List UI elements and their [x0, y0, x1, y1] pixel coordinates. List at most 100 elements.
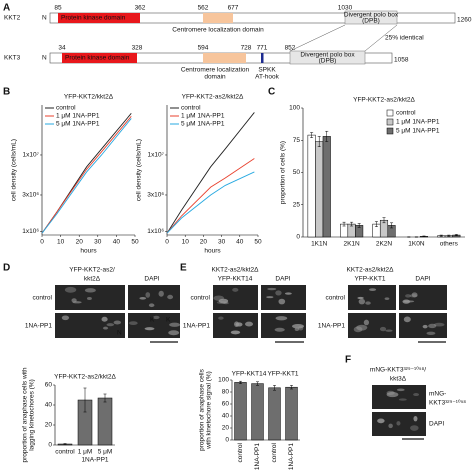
x-tick-label: 40	[113, 239, 121, 246]
residue-number: 677	[228, 5, 239, 12]
error-bar	[342, 221, 346, 227]
y-tick-label: 20	[222, 425, 230, 432]
error-bar	[407, 236, 411, 238]
cell-signal	[357, 296, 364, 300]
y-tick-label: 75	[293, 137, 301, 144]
error-bar	[290, 385, 293, 390]
row-label: DAPI	[429, 421, 444, 428]
legend-swatch	[386, 118, 394, 126]
y-tick-label: 3x10⁶	[22, 192, 39, 199]
domain-label: Divergent polo box	[344, 12, 399, 19]
micrograph	[348, 313, 396, 338]
cell-signal	[298, 325, 304, 331]
row-label: mNG-	[429, 391, 446, 398]
legend-label: 1 μM 1NA-PP1	[56, 113, 100, 120]
protein-bar	[49, 12, 456, 24]
panel-label: C	[268, 87, 275, 98]
row-label: KKT3³²⁹⁻¹⁰⁵⁸	[429, 399, 466, 407]
error-bar	[390, 222, 394, 229]
residue-number: 34	[58, 45, 66, 52]
scale-bars	[150, 341, 446, 440]
residue-number: 1030	[338, 5, 353, 12]
cell-signal	[267, 287, 277, 291]
x-tick-label: 2K2N	[376, 241, 393, 248]
cell-signal	[292, 323, 304, 329]
y-tick-label: 1x10⁶	[147, 228, 164, 235]
legend-swatch	[386, 109, 394, 117]
residue-number: 362	[135, 5, 146, 12]
protein-name: KKT3	[4, 55, 21, 62]
cell-signal	[158, 290, 164, 297]
y-tick-label: 1x10⁷	[23, 152, 40, 159]
cell-signal	[144, 327, 155, 331]
error-bar	[414, 236, 418, 238]
residue-number: 562	[198, 5, 209, 12]
cell-signal	[403, 300, 415, 303]
micrograph	[372, 385, 426, 409]
error-bar	[439, 234, 443, 237]
error-bar	[382, 217, 386, 224]
panel-label: B	[3, 87, 10, 98]
cell-signal	[358, 298, 366, 305]
y-tick-label: 0	[225, 437, 229, 444]
row-label: 1NA-PP1	[183, 323, 210, 330]
cell-signal	[413, 415, 418, 422]
cell-signal	[422, 324, 428, 329]
cell-signal	[379, 326, 387, 332]
domain-label: Centromere localization	[181, 67, 250, 74]
cell-signal	[128, 321, 138, 325]
series-line	[41, 118, 132, 234]
cell-signal	[386, 391, 399, 398]
x-tick-label: 10	[182, 239, 190, 246]
header: KKT2-as2/kkt2Δ	[212, 267, 260, 274]
bar	[322, 136, 331, 238]
header: YFP-KKT2-as2/	[69, 267, 115, 274]
residue-number: 771	[257, 45, 268, 52]
cell-signal	[405, 294, 411, 298]
chart-title: YFP-KKT2/kkt2Δ	[64, 94, 114, 101]
y-axis-label: with kinetochore signal (%)	[206, 371, 213, 450]
residue-number: 85	[54, 5, 62, 12]
y-tick-label: 1x10⁷	[148, 152, 165, 159]
protein-name: KKT2	[4, 15, 21, 22]
bar	[268, 387, 281, 441]
cell-signal	[368, 288, 377, 291]
cell-signal	[410, 425, 419, 431]
error-bar	[374, 221, 378, 227]
y-tick-label: 1x10⁶	[22, 228, 39, 235]
localization-domain	[203, 13, 233, 23]
channel-label: DAPI	[415, 276, 430, 283]
cell-signal	[411, 292, 418, 298]
micrographs	[55, 285, 447, 436]
domain-label: (DPB)	[362, 18, 380, 25]
legend-label: control	[396, 110, 416, 117]
panel-label: F	[345, 355, 351, 366]
x-tick-label: control	[237, 442, 244, 462]
dpb-domain	[289, 50, 366, 65]
y-tick-label: 0	[296, 234, 300, 241]
cell-signal	[396, 388, 405, 392]
error-bar	[83, 387, 87, 413]
error-bar	[350, 221, 354, 227]
bar	[251, 383, 264, 441]
x-tick-label: 40	[236, 239, 244, 246]
channel-label: DAPI	[275, 276, 290, 283]
cell-signal	[284, 292, 292, 295]
residue-number: 1058	[394, 57, 409, 64]
x-tick-label: control	[55, 449, 75, 456]
cell-signal	[168, 330, 180, 336]
micrograph	[372, 412, 426, 436]
x-tick-label: 1K0N	[408, 241, 425, 248]
cell-signal	[356, 324, 368, 331]
series-line	[166, 112, 255, 234]
kinase-domain	[62, 53, 137, 63]
cell-signal	[64, 286, 77, 293]
error-bar	[454, 234, 458, 236]
dpb-domain	[344, 10, 398, 25]
y-tick-label: 0	[48, 442, 52, 449]
y-axis-label: proportion of anaphase cells with	[22, 367, 29, 462]
bar	[285, 386, 298, 441]
x-tick-label: 0	[165, 239, 169, 246]
legend-label: 5 μM 1NA-PP1	[181, 121, 225, 128]
x-tick-label: 30	[94, 239, 102, 246]
